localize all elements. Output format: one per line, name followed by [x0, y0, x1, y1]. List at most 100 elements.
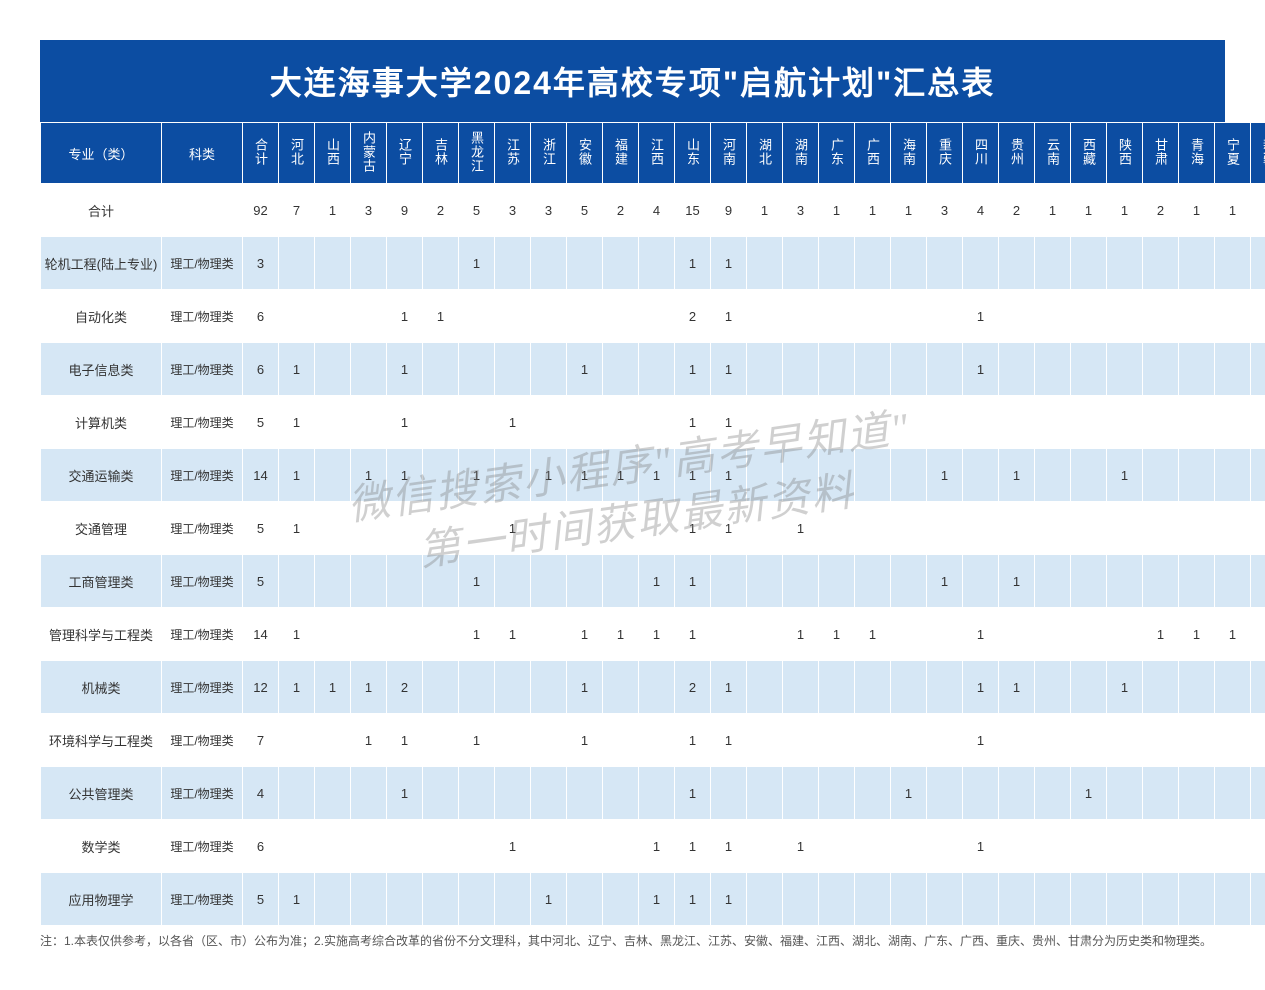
cell-value: [603, 237, 639, 290]
cell-value: 5: [567, 184, 603, 237]
cell-subject: 理工/物理类: [162, 396, 243, 449]
table-row: 数学类理工/物理类6111111: [41, 820, 1265, 873]
cell-value: [999, 502, 1035, 555]
cell-value: 1: [927, 449, 963, 502]
cell-value: [423, 820, 459, 873]
cell-value: [423, 873, 459, 926]
cell-value: 1: [1035, 184, 1071, 237]
cell-value: [1215, 767, 1251, 820]
header-province: 黑龙江: [459, 123, 495, 184]
cell-value: [531, 343, 567, 396]
cell-value: 4: [243, 767, 279, 820]
cell-value: [1179, 767, 1215, 820]
cell-value: [1179, 820, 1215, 873]
cell-value: [999, 873, 1035, 926]
cell-value: 1: [855, 184, 891, 237]
cell-value: [459, 343, 495, 396]
cell-value: [1215, 237, 1251, 290]
cell-value: [819, 714, 855, 767]
header-province: 湖北: [747, 123, 783, 184]
cell-value: [351, 608, 387, 661]
cell-value: [1035, 873, 1071, 926]
cell-value: 1: [1179, 184, 1215, 237]
cell-value: [927, 820, 963, 873]
table-row: 管理科学与工程类理工/物理类1411111111111111: [41, 608, 1265, 661]
header-province: 贵州: [999, 123, 1035, 184]
cell-value: [819, 661, 855, 714]
table-row: 工商管理类理工/物理类511111: [41, 555, 1265, 608]
cell-value: [855, 449, 891, 502]
cell-value: [603, 873, 639, 926]
cell-value: [1035, 290, 1071, 343]
cell-value: 2: [675, 661, 711, 714]
cell-value: 1: [1071, 184, 1107, 237]
cell-value: [747, 502, 783, 555]
header-province: 江西: [639, 123, 675, 184]
header-province: 四川: [963, 123, 999, 184]
cell-value: [819, 767, 855, 820]
cell-value: 1: [819, 608, 855, 661]
cell-value: [423, 449, 459, 502]
cell-value: [1215, 873, 1251, 926]
cell-value: [819, 396, 855, 449]
cell-value: [1251, 290, 1265, 343]
cell-value: 1: [567, 661, 603, 714]
cell-value: [819, 343, 855, 396]
cell-value: [1179, 873, 1215, 926]
cell-value: 1: [891, 184, 927, 237]
cell-value: 1: [351, 449, 387, 502]
cell-value: [999, 237, 1035, 290]
cell-value: 1: [1071, 767, 1107, 820]
cell-major: 交通运输类: [41, 449, 162, 502]
footnote: 注：1.本表仅供参考，以各省（区、市）公布为准；2.实施高考综合改革的省份不分文…: [40, 932, 1225, 950]
cell-value: 1: [459, 555, 495, 608]
cell-value: [495, 290, 531, 343]
cell-value: 1: [963, 608, 999, 661]
cell-value: [351, 820, 387, 873]
cell-subject: 理工/物理类: [162, 343, 243, 396]
cell-value: [1179, 714, 1215, 767]
cell-value: 1: [567, 449, 603, 502]
cell-value: [603, 661, 639, 714]
cell-value: [891, 290, 927, 343]
cell-value: 1: [1215, 608, 1251, 661]
cell-value: [1071, 714, 1107, 767]
cell-value: [351, 555, 387, 608]
cell-subject: 理工/物理类: [162, 661, 243, 714]
cell-value: 1: [1107, 661, 1143, 714]
cell-value: [639, 396, 675, 449]
cell-value: 1: [1143, 608, 1179, 661]
cell-subject: 理工/物理类: [162, 767, 243, 820]
cell-value: [927, 290, 963, 343]
cell-value: [279, 290, 315, 343]
cell-value: [315, 290, 351, 343]
cell-value: [315, 502, 351, 555]
cell-value: [1179, 237, 1215, 290]
cell-value: 1: [639, 449, 675, 502]
header-province: 吉林: [423, 123, 459, 184]
cell-value: 12: [243, 661, 279, 714]
cell-value: [1215, 820, 1251, 873]
header-province: 浙江: [531, 123, 567, 184]
cell-value: [495, 873, 531, 926]
cell-value: [1215, 661, 1251, 714]
cell-value: 1: [963, 714, 999, 767]
cell-major: 轮机工程(陆上专业): [41, 237, 162, 290]
cell-value: [1107, 714, 1143, 767]
cell-value: 1: [459, 449, 495, 502]
cell-value: [495, 714, 531, 767]
cell-major: 电子信息类: [41, 343, 162, 396]
header-province: 重庆: [927, 123, 963, 184]
cell-value: [855, 502, 891, 555]
cell-value: [747, 661, 783, 714]
cell-value: [1035, 767, 1071, 820]
header-province: 广西: [855, 123, 891, 184]
cell-value: 1: [711, 661, 747, 714]
cell-value: [495, 237, 531, 290]
cell-value: [567, 820, 603, 873]
cell-value: [495, 555, 531, 608]
cell-value: [1107, 873, 1143, 926]
cell-value: [819, 873, 855, 926]
cell-value: [351, 396, 387, 449]
cell-value: 1: [639, 608, 675, 661]
